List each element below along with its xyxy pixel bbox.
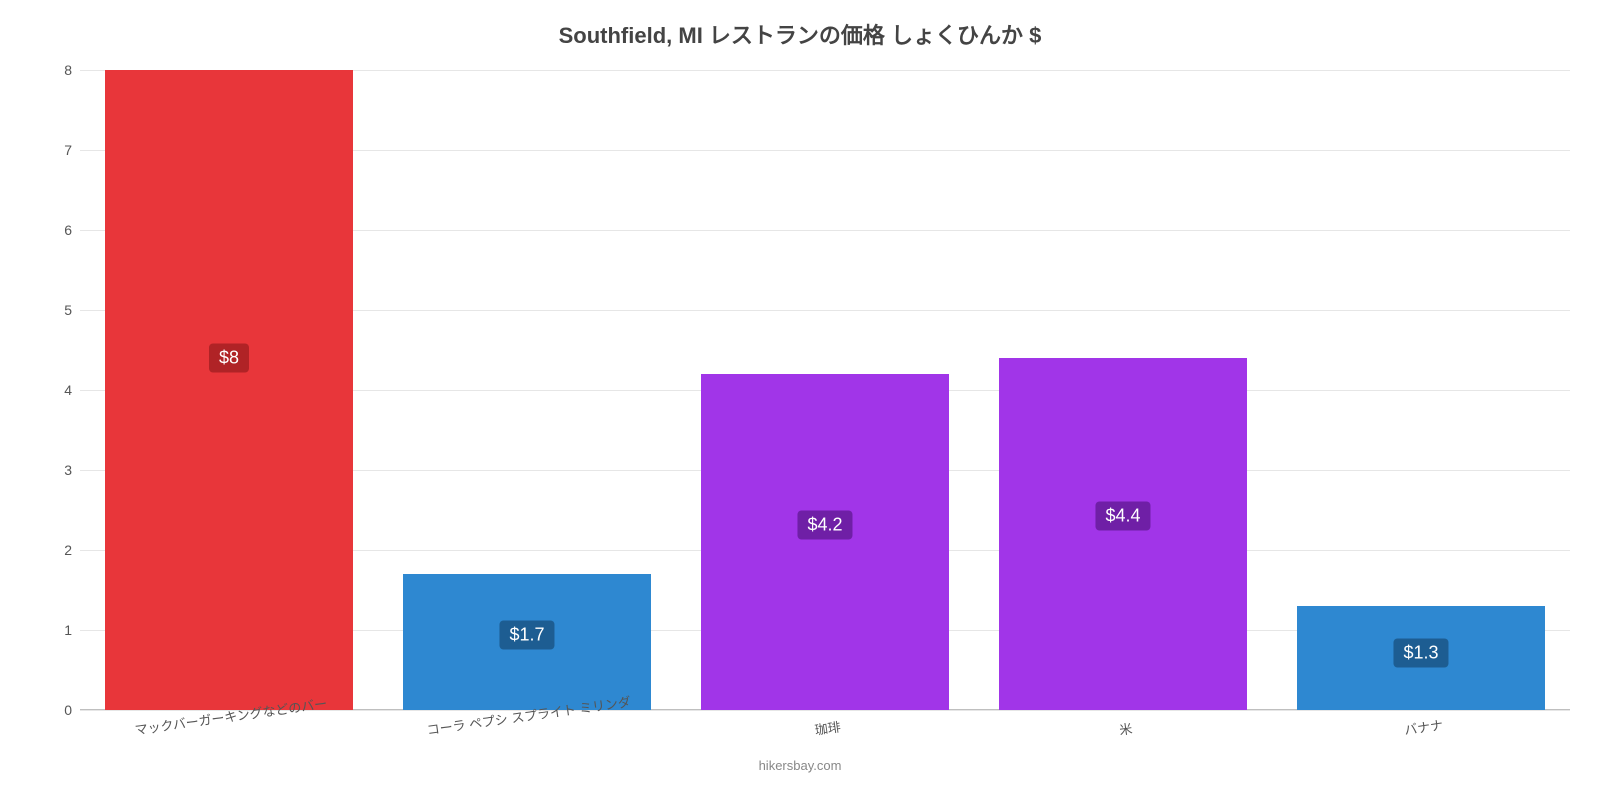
bar-value-label: $4.4: [1095, 502, 1150, 531]
y-tick-label: 4: [64, 382, 80, 398]
attribution-text: hikersbay.com: [0, 758, 1600, 773]
y-tick-label: 7: [64, 142, 80, 158]
y-tick-label: 0: [64, 702, 80, 718]
x-tick-label: 珈琲: [812, 706, 842, 738]
bar-value-label: $4.2: [797, 511, 852, 540]
x-tick-label: バナナ: [1401, 705, 1444, 739]
bar: [105, 70, 352, 710]
bar: [999, 358, 1246, 710]
y-tick-label: 1: [64, 622, 80, 638]
plot-area: 012345678$8マックバーガーキングなどのバー$1.7コーラ ペプシ スプ…: [80, 70, 1570, 710]
bar-value-label: $1.7: [499, 621, 554, 650]
bar: [701, 374, 948, 710]
y-tick-label: 6: [64, 222, 80, 238]
y-tick-label: 8: [64, 62, 80, 78]
bar-value-label: $8: [209, 344, 249, 373]
y-tick-label: 5: [64, 302, 80, 318]
bar-value-label: $1.3: [1393, 638, 1448, 667]
y-tick-label: 3: [64, 462, 80, 478]
x-tick-label: 米: [1116, 708, 1133, 739]
price-bar-chart: Southfield, MI レストランの価格 しょくひんか $ 0123456…: [0, 0, 1600, 800]
chart-title: Southfield, MI レストランの価格 しょくひんか $: [0, 18, 1600, 50]
y-tick-label: 2: [64, 542, 80, 558]
